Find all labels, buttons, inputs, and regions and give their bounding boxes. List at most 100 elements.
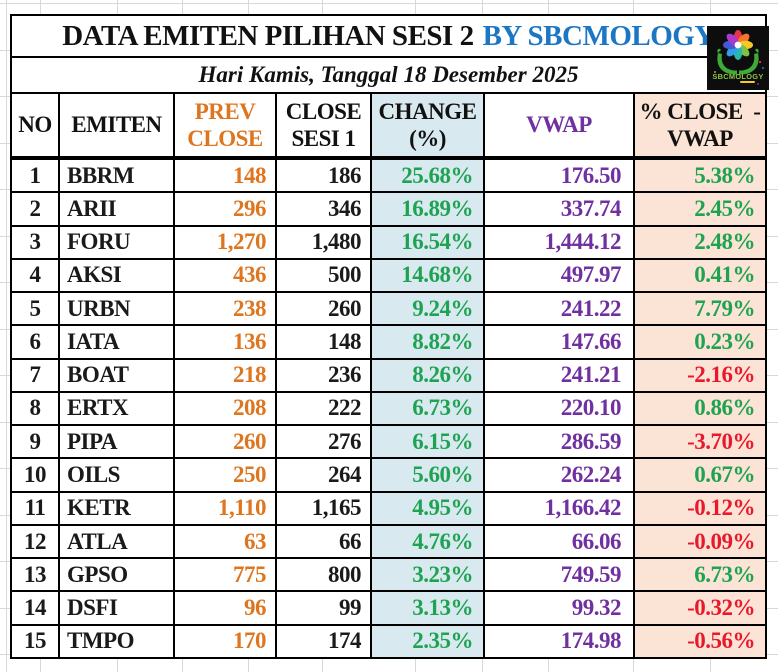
cell-emiten: KETR [60,492,175,524]
cell-prev_close: 250 [175,459,277,491]
cell-emiten: FORU [60,226,175,258]
cell-vwap: 241.22 [485,293,635,325]
cell-change_pct: 14.68% [372,259,485,292]
cell-no: 11 [12,492,60,524]
gridline-vertical [6,0,7,672]
cell-emiten: OILS [60,459,175,491]
column-header-line: NO [18,112,52,138]
cell-vwap: 99.32 [485,592,635,624]
cell-pct_close_vwap: -2.16% [635,359,765,391]
cell-vwap: 337.74 [485,193,635,225]
cell-close_sesi1: 222 [277,392,372,425]
cell-change_pct: 25.68% [372,160,485,192]
cell-emiten: TMPO [60,625,175,657]
cell-close_sesi1: 260 [277,293,372,325]
cell-vwap: 262.24 [485,459,635,491]
cell-close_sesi1: 236 [277,359,372,391]
column-header-line: EMITEN [71,112,162,138]
cell-pct_close_vwap: 7.79% [635,293,765,325]
table-row: 15 TMPO 170 174 2.35% 174.98 -0.56% [12,625,765,657]
column-header-no: NO [12,94,60,156]
cell-emiten: ARII [60,193,175,225]
cell-emiten: BOAT [60,359,175,391]
cell-prev_close: 170 [175,625,277,657]
cell-prev_close: 148 [175,160,277,192]
cell-vwap: 241.21 [485,359,635,391]
cell-vwap: 147.66 [485,326,635,358]
table-row: 12 ATLA 63 66 4.76% 66.06 -0.09% [12,525,765,560]
cell-no: 6 [12,326,60,358]
column-header-pct_close_vwap: % CLOSE - VWAP [635,94,765,156]
cell-emiten: ERTX [60,392,175,425]
table-header-row: NO EMITEN PREV CLOSE CLOSE SESI 1 CHANGE (%) VWA… [12,94,765,160]
column-header-line: VWAP [526,112,592,138]
table-row: 2 ARII 296 346 16.89% 337.74 2.45% [12,193,765,227]
column-header-change_pct: CHANGE (%) [372,94,485,156]
cell-prev_close: 260 [175,426,277,458]
cell-change_pct: 5.60% [372,459,485,491]
cell-emiten: GPSO [60,559,175,591]
cell-close_sesi1: 148 [277,326,372,358]
cell-close_sesi1: 174 [277,625,372,657]
table-row: 10 OILS 250 264 5.60% 262.24 0.67% [12,459,765,493]
cell-prev_close: 218 [175,359,277,391]
cell-vwap: 176.50 [485,160,635,192]
column-header-line: VWAP [667,126,733,151]
table-row: 13 GPSO 775 800 3.23% 749.59 6.73% [12,559,765,593]
cell-no: 12 [12,525,60,558]
column-header-line: CHANGE [378,98,477,124]
cell-emiten: ATLA [60,525,175,558]
cell-vwap: 749.59 [485,559,635,591]
cell-pct_close_vwap: 2.45% [635,193,765,225]
cell-pct_close_vwap: -0.09% [635,525,765,558]
cell-emiten: IATA [60,326,175,358]
column-header-emiten: EMITEN [60,94,175,156]
cell-prev_close: 296 [175,193,277,225]
page-title-brand: BY SBCMOLOGY [482,19,716,52]
cell-vwap: 220.10 [485,392,635,425]
cell-no: 2 [12,193,60,225]
table-row: 9 PIPA 260 276 6.15% 286.59 -3.70% [12,426,765,460]
column-header-line: SESI 1 [291,126,356,151]
cell-no: 9 [12,426,60,458]
cell-change_pct: 4.95% [372,492,485,524]
cell-prev_close: 775 [175,559,277,591]
page-title: DATA EMITEN PILIHAN SESI 2 [62,19,474,52]
cell-change_pct: 4.76% [372,525,485,558]
cell-emiten: BBRM [60,160,175,192]
cell-no: 1 [12,160,60,192]
cell-emiten: AKSI [60,259,175,292]
cell-pct_close_vwap: 2.48% [635,226,765,258]
cell-pct_close_vwap: 6.73% [635,559,765,591]
column-header-prev_close: PREV CLOSE [175,94,277,156]
cell-close_sesi1: 1,480 [277,226,372,258]
cell-pct_close_vwap: 0.86% [635,392,765,425]
cell-close_sesi1: 186 [277,160,372,192]
sbcmology-logo: SBCMOLOGY [707,26,769,90]
cell-emiten: PIPA [60,426,175,458]
cell-pct_close_vwap: 0.67% [635,459,765,491]
cell-vwap: 1,444.12 [485,226,635,258]
cell-vwap: 286.59 [485,426,635,458]
logo-hand [755,48,759,53]
column-header-vwap: VWAP [485,94,635,156]
cell-prev_close: 96 [175,592,277,624]
cell-close_sesi1: 800 [277,559,372,591]
cell-change_pct: 6.73% [372,392,485,425]
cell-change_pct: 3.13% [372,592,485,624]
cell-change_pct: 3.23% [372,559,485,591]
cell-vwap: 174.98 [485,625,635,657]
cell-prev_close: 436 [175,259,277,292]
cell-close_sesi1: 66 [277,525,372,558]
table-row: 1 BBRM 148 186 25.68% 176.50 5.38% [12,160,765,194]
cell-vwap: 1,166.42 [485,492,635,524]
cell-pct_close_vwap: 5.38% [635,160,765,192]
table-row: 5 URBN 238 260 9.24% 241.22 7.79% [12,293,765,327]
cell-no: 3 [12,226,60,258]
title-row: DATA EMITEN PILIHAN SESI 2 BY SBCMOLOGY [12,16,765,58]
cell-no: 14 [12,592,60,624]
gridline-horizontal [0,3,778,4]
column-header-line: CLOSE [285,98,362,124]
cell-change_pct: 8.82% [372,326,485,358]
cell-emiten: URBN [60,293,175,325]
